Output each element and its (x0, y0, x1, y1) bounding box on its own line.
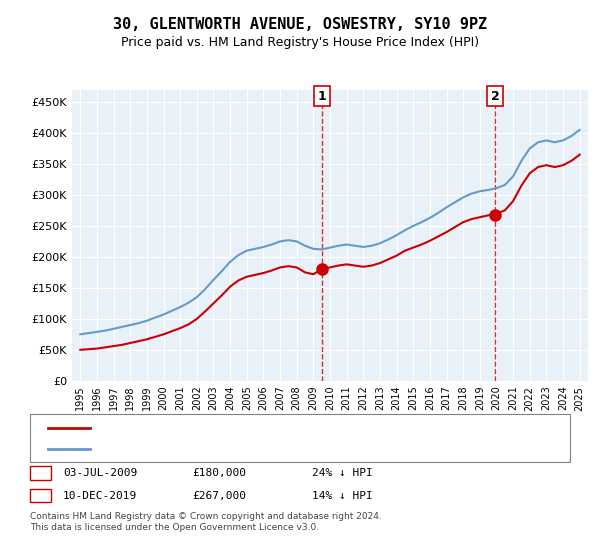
Text: 03-JUL-2009: 03-JUL-2009 (63, 468, 137, 478)
Text: 30, GLENTWORTH AVENUE, OSWESTRY, SY10 9PZ (detached house): 30, GLENTWORTH AVENUE, OSWESTRY, SY10 9P… (102, 423, 455, 433)
Text: 1: 1 (317, 90, 326, 102)
Text: 2: 2 (491, 90, 499, 102)
Text: 10-DEC-2019: 10-DEC-2019 (63, 491, 137, 501)
Text: Contains HM Land Registry data © Crown copyright and database right 2024.
This d: Contains HM Land Registry data © Crown c… (30, 512, 382, 532)
Text: 1: 1 (37, 468, 44, 478)
Text: Price paid vs. HM Land Registry's House Price Index (HPI): Price paid vs. HM Land Registry's House … (121, 36, 479, 49)
Text: HPI: Average price, detached house, Shropshire: HPI: Average price, detached house, Shro… (102, 444, 351, 454)
Text: £267,000: £267,000 (192, 491, 246, 501)
Text: 14% ↓ HPI: 14% ↓ HPI (312, 491, 373, 501)
Text: £180,000: £180,000 (192, 468, 246, 478)
Text: 24% ↓ HPI: 24% ↓ HPI (312, 468, 373, 478)
Text: 2: 2 (37, 491, 44, 501)
Text: 30, GLENTWORTH AVENUE, OSWESTRY, SY10 9PZ: 30, GLENTWORTH AVENUE, OSWESTRY, SY10 9P… (113, 17, 487, 32)
